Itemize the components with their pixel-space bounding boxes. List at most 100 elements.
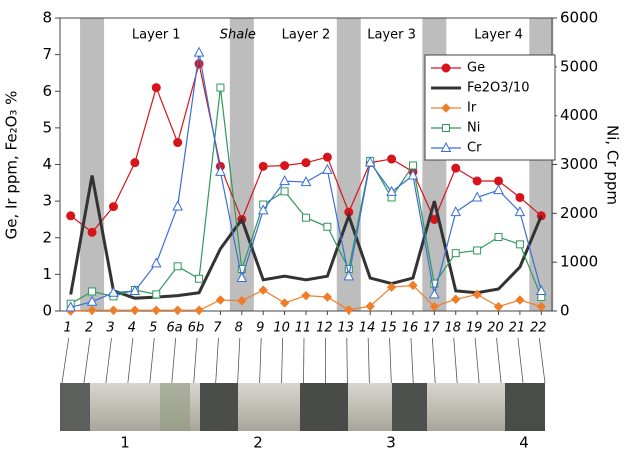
marker	[174, 263, 181, 270]
x-tick-label: 16	[402, 321, 419, 336]
leader-line	[194, 338, 197, 383]
x-tick-label: 3	[106, 321, 114, 336]
x-tick-label: 15	[380, 321, 397, 336]
shaded-band	[80, 18, 104, 311]
x-tick-label: 8	[235, 321, 243, 336]
x-tick-label: 12	[316, 321, 333, 336]
x-tick-label: 4	[128, 321, 136, 336]
marker	[280, 176, 289, 185]
leader-line	[150, 338, 154, 383]
leader-line	[260, 338, 262, 383]
marker	[174, 306, 182, 314]
leader-line	[411, 338, 413, 383]
y-tick-label: 5	[42, 118, 52, 136]
leader-line	[518, 338, 523, 383]
unit-label: 3	[386, 434, 396, 452]
marker	[67, 212, 75, 220]
marker	[195, 306, 203, 314]
y2-tick-label: 6000	[560, 9, 598, 27]
marker	[131, 306, 139, 314]
unit-label: 1	[120, 434, 130, 452]
chart: Ge, Ir ppm, Fe₂O₃ % Ni, Cr ppm Layer 1Sh…	[0, 0, 628, 453]
leader-line	[368, 338, 369, 383]
leader-line	[238, 338, 240, 383]
marker	[152, 84, 160, 92]
y2-tick-label: 3000	[560, 155, 598, 173]
legend-label: Ni	[467, 121, 480, 136]
marker	[88, 228, 96, 236]
marker	[495, 303, 503, 311]
x-tick-label: 1	[64, 321, 72, 336]
marker	[109, 203, 117, 211]
x-tick-label: 14	[359, 321, 376, 336]
marker	[109, 306, 117, 314]
leader-line	[347, 338, 348, 383]
legend-label: Fe2O3/10	[467, 81, 529, 96]
marker	[323, 293, 331, 301]
leader-line	[454, 338, 457, 383]
layer-label: Layer 2	[282, 28, 331, 43]
y2-tick-label: 5000	[560, 57, 598, 75]
leader-line	[282, 338, 283, 383]
leader-line	[539, 338, 545, 383]
marker	[89, 288, 96, 295]
leader-line	[475, 338, 479, 383]
leader-line	[216, 338, 219, 383]
leader-line	[497, 338, 502, 383]
marker	[302, 159, 310, 167]
x-tick-label: 13	[338, 321, 355, 336]
marker	[388, 155, 396, 163]
marker	[324, 223, 331, 230]
y-tick-label: 1	[42, 265, 52, 283]
x-tick-label: 6a	[167, 321, 183, 336]
leader-line	[432, 338, 435, 383]
y-tick-label: 2	[42, 228, 52, 246]
leader-line	[128, 338, 133, 383]
marker	[131, 159, 139, 167]
x-tick-label: 19	[466, 321, 483, 336]
leader-line	[172, 338, 176, 383]
y-axis-label: Ge, Ir ppm, Fe₂O₃ %	[3, 91, 21, 240]
marker	[494, 185, 503, 194]
layer-label: Layer 3	[367, 28, 416, 43]
marker	[259, 162, 267, 170]
legend: GeFe2O3/10IrNiCr	[425, 55, 555, 160]
x-tick-label: 17	[423, 321, 440, 336]
marker	[495, 177, 503, 185]
marker	[442, 64, 450, 72]
x-tick-label: 22	[530, 321, 547, 336]
x-tick-label: 2	[85, 321, 93, 336]
marker	[281, 299, 289, 307]
marker	[323, 153, 331, 161]
marker	[473, 177, 481, 185]
marker	[302, 292, 310, 300]
x-tick-label: 9	[256, 321, 264, 336]
marker	[443, 125, 450, 132]
x-tick-label: 18	[444, 321, 461, 336]
strata-photo	[60, 383, 545, 431]
y2-tick-label: 2000	[560, 204, 598, 222]
marker	[495, 234, 502, 241]
leader-line	[390, 338, 392, 383]
marker	[452, 250, 459, 257]
leader-line	[304, 338, 305, 383]
y-tick-label: 8	[42, 9, 52, 27]
y-tick-label: 7	[42, 45, 52, 63]
unit-label: 4	[519, 434, 529, 452]
marker	[174, 139, 182, 147]
x-tick-label: 10	[273, 321, 290, 336]
x-tick-label: 7	[213, 321, 222, 336]
layer-label: Layer 1	[132, 28, 181, 43]
unit-label: 2	[253, 434, 263, 452]
marker	[217, 84, 224, 91]
marker	[516, 241, 523, 248]
marker	[281, 162, 289, 170]
y2-tick-label: 4000	[560, 106, 598, 124]
y-tick-label: 3	[42, 192, 52, 210]
marker	[516, 193, 524, 201]
marker	[516, 296, 524, 304]
x-tick-label: 11	[295, 321, 312, 336]
marker	[152, 306, 160, 314]
leader-line	[106, 338, 112, 383]
marker	[409, 162, 416, 169]
